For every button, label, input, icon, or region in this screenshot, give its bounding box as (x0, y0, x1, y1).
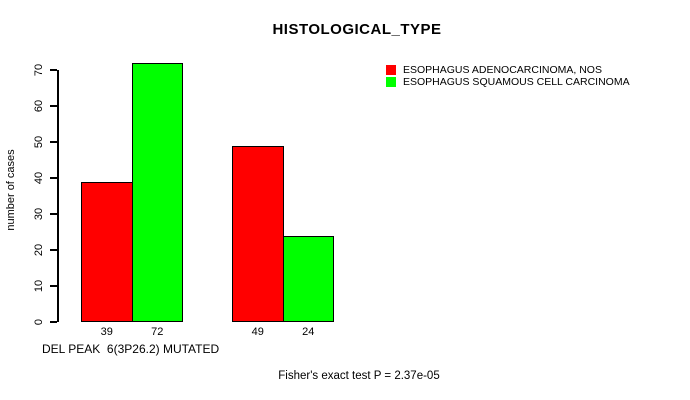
bar-red-group2 (232, 145, 284, 322)
y-tick-mark (50, 141, 57, 143)
y-tick-label: 60 (33, 99, 45, 113)
legend-item-adenocarcinoma: ESOPHAGUS ADENOCARCINOMA, NOS (386, 64, 630, 76)
y-tick-label: 70 (33, 63, 45, 77)
y-tick-mark (50, 177, 57, 179)
y-tick-mark (50, 105, 57, 107)
y-tick-label: 10 (33, 279, 45, 293)
bar-value-label: 24 (302, 326, 315, 338)
fisher-test-caption: Fisher's exact test P = 2.37e-05 (278, 370, 440, 382)
y-tick-label: 20 (33, 243, 45, 257)
legend-swatch-green (386, 77, 396, 87)
x-axis-label: DEL PEAK 6(3P26.2) MUTATED (42, 342, 220, 356)
legend-label-squamous: ESOPHAGUS SQUAMOUS CELL CARCINOMA (403, 76, 630, 88)
y-tick-mark (50, 285, 57, 287)
bar-green-group1 (131, 62, 183, 322)
chart-title: HISTOLOGICAL_TYPE (272, 21, 442, 38)
y-tick-mark (50, 249, 57, 251)
y-tick-mark (50, 69, 57, 71)
legend-swatch-red (386, 65, 396, 75)
y-tick-mark (50, 213, 57, 215)
y-tick-label: 0 (33, 318, 45, 326)
y-tick-mark (50, 321, 57, 323)
bar-value-label: 49 (251, 326, 264, 338)
bar-value-label: 72 (151, 326, 164, 338)
bar-red-group1 (81, 181, 133, 322)
legend-label-adenocarcinoma: ESOPHAGUS ADENOCARCINOMA, NOS (403, 64, 602, 76)
bar-value-label: 39 (100, 326, 113, 338)
y-tick-label: 40 (33, 171, 45, 185)
y-tick-label: 50 (33, 135, 45, 149)
bar-green-group2 (282, 235, 334, 322)
legend: ESOPHAGUS ADENOCARCINOMA, NOS ESOPHAGUS … (386, 64, 630, 88)
legend-item-squamous: ESOPHAGUS SQUAMOUS CELL CARCINOMA (386, 76, 630, 88)
y-axis-line (57, 70, 59, 322)
y-axis-label: number of cases (5, 149, 17, 231)
y-tick-label: 30 (33, 207, 45, 221)
